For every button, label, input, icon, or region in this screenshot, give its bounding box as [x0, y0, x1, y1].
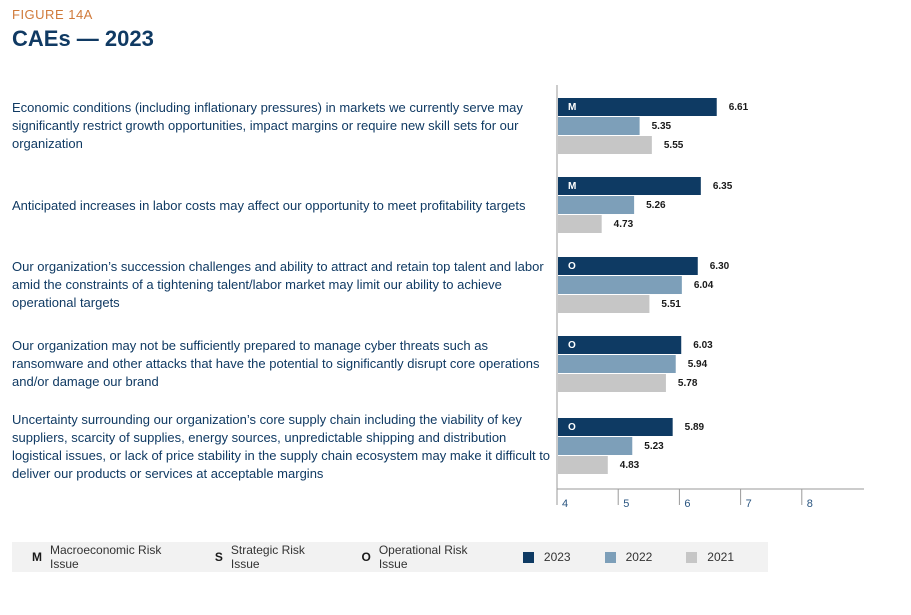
risk-label-3: Our organization’s succession challenges… — [12, 259, 544, 310]
data-label-4-2023: 6.03 — [693, 340, 713, 351]
x-tick-label: 5 — [623, 498, 629, 510]
chart-title: CAEs — 2023 — [12, 26, 154, 51]
bar-1-2022 — [558, 117, 640, 135]
legend-macro-label: Macroeconomic Risk Issue — [50, 543, 162, 571]
legend-strategic-label: Strategic Risk Issue — [230, 543, 305, 571]
risk-code-2: M — [568, 181, 576, 192]
data-label-5-2022: 5.23 — [644, 441, 664, 452]
bar-2-2022 — [558, 196, 635, 214]
legend-swatch-2023 — [522, 551, 534, 563]
bar-5-2022 — [558, 437, 633, 455]
data-label-2-2022: 5.26 — [646, 200, 666, 211]
bar-2-2021 — [558, 215, 602, 233]
risk-label-4: Our organization may not be sufficiently… — [12, 338, 540, 389]
data-label-5-2021: 4.83 — [620, 460, 640, 471]
legend-2021: 2021 — [686, 550, 734, 564]
bar-1-2021 — [558, 136, 652, 154]
legend-operational-code: O — [361, 550, 371, 564]
legend-strategic-code: S — [214, 550, 223, 564]
figure-label: FIGURE 14A — [12, 7, 93, 22]
legend-2021-label: 2021 — [707, 550, 734, 564]
legend-2023-label: 2023 — [543, 550, 571, 564]
legend-macro: M Macroeconomic Risk Issue — [32, 543, 181, 571]
bar-3-2023 — [558, 257, 698, 275]
legend-swatch-2022 — [604, 551, 616, 563]
data-label-1-2023: 6.61 — [729, 102, 749, 113]
legend-operational-label: Operational Risk Issue — [378, 543, 468, 571]
bar-5-2023 — [558, 418, 673, 436]
data-label-2-2023: 6.35 — [713, 181, 733, 192]
x-tick-label: 4 — [562, 498, 568, 510]
legend-operational: O Operational Risk Issue — [362, 543, 489, 571]
legend-2022: 2022 — [604, 550, 653, 564]
risk-code-4: O — [568, 340, 576, 351]
risk-code-3: O — [568, 261, 576, 272]
x-tick-label: 8 — [807, 498, 813, 510]
x-tick-label: 7 — [746, 498, 752, 510]
legend-swatch-2021 — [686, 551, 698, 563]
x-tick-label: 6 — [684, 498, 690, 510]
data-label-1-2022: 5.35 — [652, 121, 672, 132]
data-label-2-2021: 4.73 — [614, 219, 634, 230]
risk-label-1: Economic conditions (including inflation… — [12, 100, 523, 151]
data-label-1-2021: 5.55 — [664, 140, 684, 151]
bar-5-2021 — [558, 456, 608, 474]
bar-1-2023 — [558, 98, 717, 116]
data-label-3-2021: 5.51 — [661, 299, 681, 310]
data-label-4-2021: 5.78 — [678, 378, 698, 389]
data-label-4-2022: 5.94 — [688, 359, 708, 370]
risk-code-1: M — [568, 102, 576, 113]
bar-3-2022 — [558, 276, 682, 294]
legend-macro-code: M — [32, 550, 42, 564]
data-label-3-2023: 6.30 — [710, 261, 730, 272]
risk-label-5: Uncertainty surrounding our organization… — [12, 412, 551, 481]
bar-4-2021 — [558, 374, 666, 392]
data-label-5-2023: 5.89 — [685, 422, 705, 433]
risk-label-2: Anticipated increases in labor costs may… — [12, 198, 526, 213]
risk-code-5: O — [568, 422, 576, 433]
bar-chart: 4 5 6 7 8 6.61 5.35 5.55 M 6.35 5.26 4.73 M 6.30 6.04 5… — [556, 85, 864, 510]
bar-4-2022 — [558, 355, 676, 373]
legend: M Macroeconomic Risk Issue S Strategic R… — [12, 542, 768, 572]
bar-4-2023 — [558, 336, 682, 354]
legend-2022-label: 2022 — [625, 550, 653, 564]
legend-strategic: S Strategic Risk Issue — [215, 543, 328, 571]
legend-2023: 2023 — [522, 550, 571, 564]
data-label-3-2022: 6.04 — [694, 280, 714, 291]
bar-2-2023 — [558, 177, 701, 195]
bar-3-2021 — [558, 295, 650, 313]
